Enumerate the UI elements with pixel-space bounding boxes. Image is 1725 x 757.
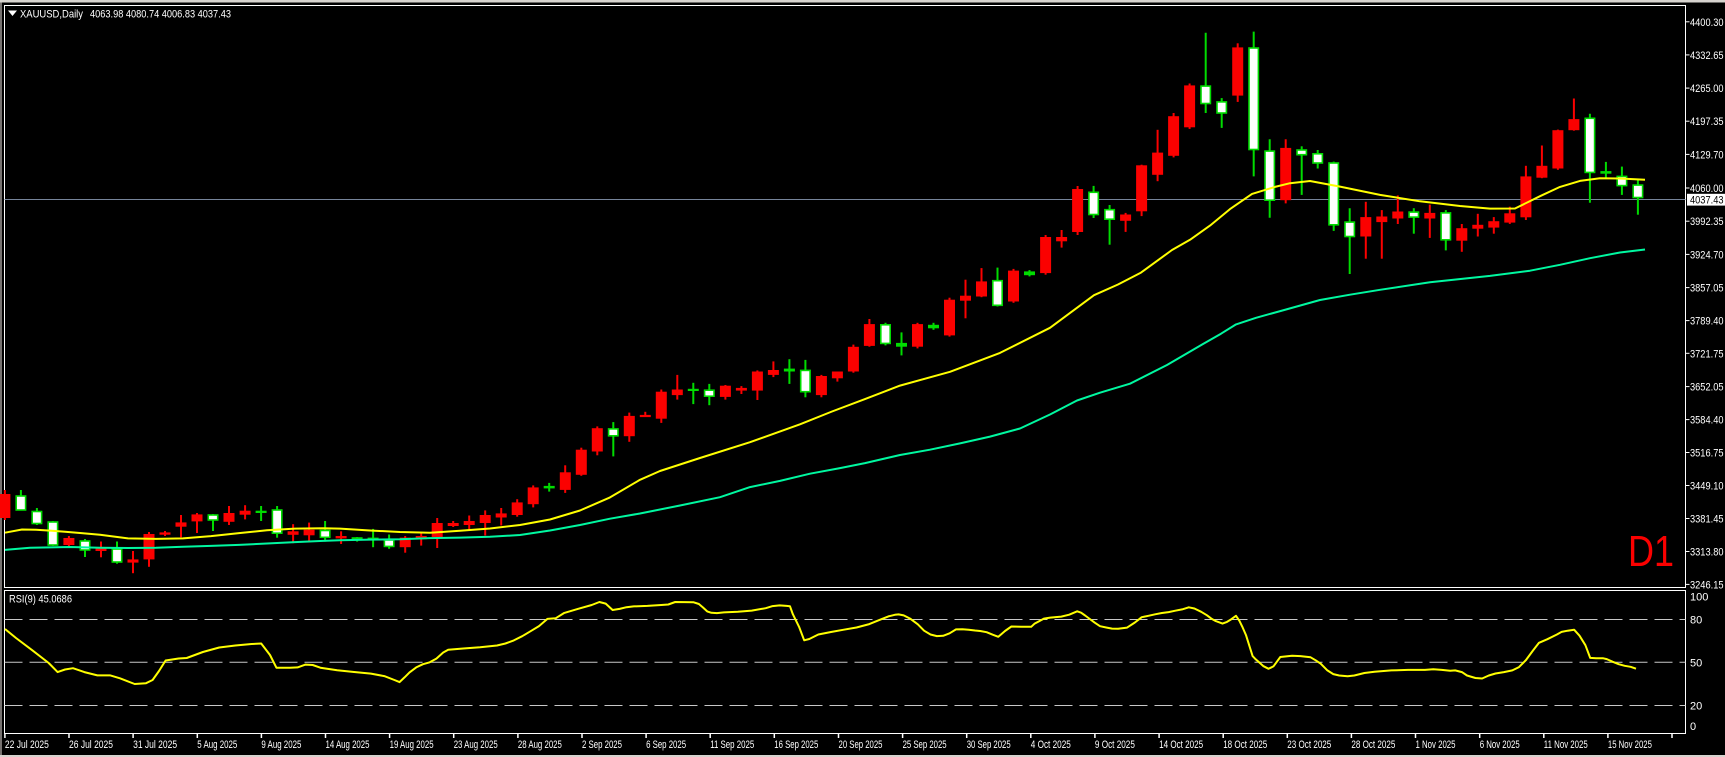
svg-text:6 Nov 2025: 6 Nov 2025 xyxy=(1480,739,1520,751)
svg-text:4332.65: 4332.65 xyxy=(1690,50,1724,62)
svg-text:23 Oct 2025: 23 Oct 2025 xyxy=(1287,739,1331,751)
svg-text:19 Aug 2025: 19 Aug 2025 xyxy=(390,739,434,751)
svg-text:4 Oct 2025: 4 Oct 2025 xyxy=(1031,739,1071,751)
svg-text:1 Nov 2025: 1 Nov 2025 xyxy=(1416,739,1456,751)
svg-text:22 Jul 2025: 22 Jul 2025 xyxy=(5,739,49,751)
svg-text:3789.40: 3789.40 xyxy=(1690,316,1724,328)
svg-text:15 Nov 2025: 15 Nov 2025 xyxy=(1608,739,1652,751)
svg-text:11 Nov 2025: 11 Nov 2025 xyxy=(1544,739,1588,751)
svg-text:25 Sep 2025: 25 Sep 2025 xyxy=(903,739,947,751)
svg-text:3992.35: 3992.35 xyxy=(1690,216,1724,228)
svg-text:80: 80 xyxy=(1690,615,1702,627)
svg-text:RSI(9) 45.0686: RSI(9) 45.0686 xyxy=(9,594,72,606)
svg-text:3857.05: 3857.05 xyxy=(1690,283,1724,295)
svg-text:14 Oct 2025: 14 Oct 2025 xyxy=(1159,739,1203,751)
svg-text:14 Aug 2025: 14 Aug 2025 xyxy=(326,739,370,751)
svg-text:18 Oct 2025: 18 Oct 2025 xyxy=(1223,739,1267,751)
svg-text:4197.35: 4197.35 xyxy=(1690,116,1724,128)
svg-text:31 Jul 2025: 31 Jul 2025 xyxy=(133,739,177,751)
svg-text:3652.05: 3652.05 xyxy=(1690,382,1724,394)
svg-text:5 Aug 2025: 5 Aug 2025 xyxy=(197,739,237,751)
svg-text:4060.00: 4060.00 xyxy=(1690,183,1724,195)
svg-text:3246.15: 3246.15 xyxy=(1690,579,1724,591)
svg-text:9 Oct 2025: 9 Oct 2025 xyxy=(1095,739,1135,751)
svg-text:2 Sep 2025: 2 Sep 2025 xyxy=(582,739,622,751)
svg-text:3584.40: 3584.40 xyxy=(1690,415,1724,427)
svg-text:3924.70: 3924.70 xyxy=(1690,249,1724,261)
svg-text:3721.75: 3721.75 xyxy=(1690,348,1724,360)
svg-text:23 Aug 2025: 23 Aug 2025 xyxy=(454,739,498,751)
svg-text:30 Sep 2025: 30 Sep 2025 xyxy=(967,739,1011,751)
svg-text:XAUUSD,Daily: XAUUSD,Daily xyxy=(20,9,83,21)
svg-text:3381.45: 3381.45 xyxy=(1690,514,1724,526)
svg-text:11 Sep 2025: 11 Sep 2025 xyxy=(710,739,754,751)
svg-text:20: 20 xyxy=(1690,701,1702,713)
svg-text:26 Jul 2025: 26 Jul 2025 xyxy=(69,739,113,751)
svg-text:0: 0 xyxy=(1690,721,1696,733)
svg-text:100: 100 xyxy=(1690,592,1708,604)
svg-text:28 Aug 2025: 28 Aug 2025 xyxy=(518,739,562,751)
svg-text:3516.75: 3516.75 xyxy=(1690,448,1724,460)
svg-text:9 Aug 2025: 9 Aug 2025 xyxy=(261,739,301,751)
svg-text:4265.00: 4265.00 xyxy=(1690,83,1724,95)
svg-text:4063.98 4080.74 4006.83 4037.4: 4063.98 4080.74 4006.83 4037.43 xyxy=(90,9,231,21)
svg-text:16 Sep 2025: 16 Sep 2025 xyxy=(774,739,818,751)
svg-text:3449.10: 3449.10 xyxy=(1690,481,1724,493)
svg-text:3313.80: 3313.80 xyxy=(1690,547,1724,559)
svg-text:D1: D1 xyxy=(1628,527,1674,576)
svg-text:20 Sep 2025: 20 Sep 2025 xyxy=(839,739,883,751)
svg-text:28 Oct 2025: 28 Oct 2025 xyxy=(1351,739,1395,751)
svg-text:4037.43: 4037.43 xyxy=(1690,194,1724,206)
svg-text:4129.70: 4129.70 xyxy=(1690,149,1724,161)
svg-text:50: 50 xyxy=(1690,657,1702,669)
svg-text:4400.30: 4400.30 xyxy=(1690,17,1724,29)
svg-text:6 Sep 2025: 6 Sep 2025 xyxy=(646,739,686,751)
